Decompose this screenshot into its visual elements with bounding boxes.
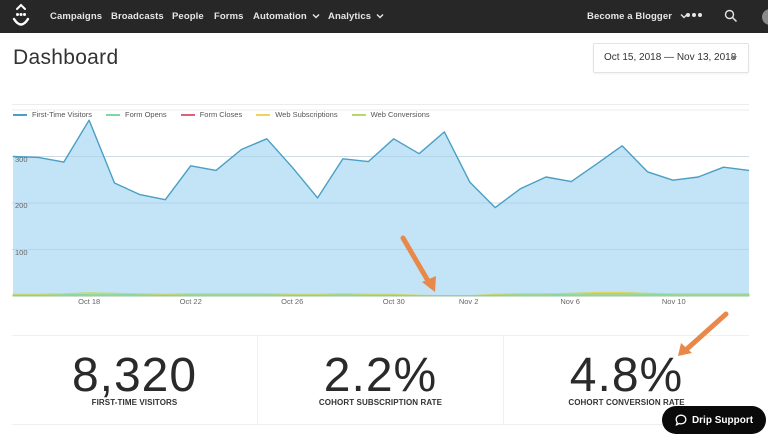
stat-label: COHORT SUBSCRIPTION RATE — [318, 398, 443, 407]
caret-down-icon — [731, 56, 737, 60]
x-axis-label: Oct 22 — [179, 297, 202, 306]
nav-item-label: Automation — [253, 11, 307, 22]
stat-value: 2.2% — [323, 349, 438, 402]
y-axis-label: 200 — [15, 201, 28, 210]
drip-logo-icon[interactable] — [10, 3, 32, 31]
nav-item-analytics[interactable]: Analytics — [328, 0, 384, 33]
chevron-down-icon — [312, 14, 320, 19]
nav-item-campaigns[interactable]: Campaigns — [50, 0, 102, 33]
chart-divider — [12, 104, 749, 105]
more-dots-icon[interactable] — [686, 11, 702, 19]
date-range-value: Oct 15, 2018 — Nov 13, 2018 — [604, 52, 737, 63]
x-axis-label: Nov 10 — [661, 297, 686, 306]
legend-label: Form Opens — [125, 110, 167, 119]
x-axis-label: Oct 26 — [281, 297, 304, 306]
search-icon[interactable] — [724, 9, 738, 23]
user-avatar[interactable] — [762, 9, 768, 25]
nav-item-people[interactable]: People — [172, 0, 204, 33]
chevron-down-icon — [376, 14, 384, 19]
legend-swatch — [180, 113, 195, 116]
stat-value: 4.8% — [569, 349, 684, 402]
legend-item-first-time-visitors[interactable]: First-Time Visitors — [13, 110, 92, 119]
date-range-select[interactable]: Oct 15, 2018 — Nov 13, 2018 — [593, 43, 749, 73]
nav-item-automation[interactable]: Automation — [253, 0, 320, 33]
nav-item-label: Broadcasts — [111, 11, 164, 22]
nav-item-label: Campaigns — [50, 11, 103, 22]
nav-item-label: Analytics — [328, 11, 372, 22]
legend-label: Form Closes — [199, 110, 243, 119]
account-label: Become a Blogger — [587, 11, 673, 22]
legend-swatch — [106, 113, 120, 116]
stat-label: FIRST-TIME VISITORS — [91, 398, 178, 407]
stats-row: 8,320 FIRST-TIME VISITORS 2.2% COHORT SU… — [12, 335, 749, 425]
stat-label: COHORT CONVERSION RATE — [568, 398, 685, 407]
x-axis-label: Oct 30 — [382, 297, 405, 306]
visitors-line — [12, 119, 750, 209]
legend-item-web-conversions[interactable]: Web Conversions — [351, 110, 430, 119]
chart-legend: First-Time Visitors Form Opens Form Closes… — [13, 110, 430, 119]
visitors-area — [13, 120, 749, 296]
legend-label: First-Time Visitors — [32, 110, 92, 119]
stat-card-subscription-rate: 2.2% COHORT SUBSCRIPTION RATE — [258, 336, 504, 424]
stat-value: 8,320 — [71, 349, 198, 402]
nav-item-broadcasts[interactable]: Broadcasts — [111, 0, 164, 33]
legend-label: Web Subscriptions — [275, 110, 338, 119]
chat-bubble-icon — [675, 414, 687, 426]
nav-item-label: Forms — [214, 11, 244, 22]
stat-card-conversion-rate: 4.8% COHORT CONVERSION RATE — [504, 336, 749, 424]
chevron-down-icon — [680, 14, 688, 19]
legend-swatch — [13, 113, 27, 116]
visitors-area-chart — [12, 109, 750, 297]
y-axis-label: 300 — [15, 154, 28, 164]
legend-item-form-opens[interactable]: Form Opens — [106, 110, 167, 119]
legend-label: Web Conversions — [370, 110, 430, 119]
legend-swatch — [351, 113, 366, 116]
legend-item-web-subscriptions[interactable]: Web Subscriptions — [256, 110, 338, 119]
legend-item-form-closes[interactable]: Form Closes — [180, 110, 243, 119]
x-axis-label: Nov 6 — [560, 297, 580, 306]
nav-item-forms[interactable]: Forms — [214, 0, 244, 33]
support-label: Drip Support — [691, 414, 754, 426]
legend-swatch — [256, 113, 271, 116]
nav-item-label: People — [172, 11, 204, 22]
stat-card-first-time-visitors: 8,320 FIRST-TIME VISITORS — [12, 336, 258, 424]
top-navigation: Campaigns Broadcasts People Forms Automation… — [0, 0, 768, 33]
x-axis-label: Nov 2 — [458, 297, 479, 306]
y-axis-label: 100 — [15, 247, 28, 257]
page-title: Dashboard — [13, 46, 119, 69]
account-menu[interactable]: Become a Blogger — [587, 0, 688, 33]
drip-support-button[interactable]: Drip Support — [662, 406, 766, 434]
x-axis-label: Oct 18 — [78, 297, 101, 306]
